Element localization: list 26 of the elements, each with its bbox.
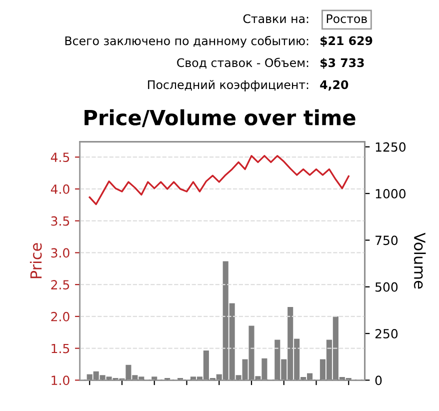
line-series xyxy=(88,154,350,206)
y-tick-label: 4.0 xyxy=(50,184,70,194)
text: Ставки на: xyxy=(243,14,308,24)
y2-tick-label: 0 xyxy=(375,376,382,386)
y2-tick-label: 750 xyxy=(376,236,398,246)
chart-title: Price/Volume over time xyxy=(84,109,356,128)
y2-tick-label: 1250 xyxy=(376,142,406,152)
y2-tick-label: 250 xyxy=(375,328,398,338)
y-axis-title: Price xyxy=(30,243,42,278)
y2-tick-label: 1000 xyxy=(376,188,406,198)
y-tick-label: 1.0 xyxy=(52,376,70,386)
text: Ростов xyxy=(326,14,367,24)
y-tick-label: 3.5 xyxy=(51,216,70,226)
text: Свод ставок - Объем: xyxy=(177,58,308,69)
text: 4,20 xyxy=(320,80,348,91)
text: Последний коэффициент: xyxy=(148,80,308,92)
y-tick-label: 2.5 xyxy=(51,280,70,290)
text: $21 629 xyxy=(320,36,372,47)
y-tick-label: 4.5 xyxy=(50,152,70,162)
text: Всего заключено по данному событию: xyxy=(65,36,308,48)
y-tick-label: 2.0 xyxy=(51,312,70,322)
text: $3 733 xyxy=(320,58,364,69)
y2-tick-label: 500 xyxy=(375,282,398,292)
y-tick-label: 3.0 xyxy=(51,248,70,258)
y2-axis-title: Volume xyxy=(414,232,426,289)
y-tick-label: 1.5 xyxy=(52,344,70,354)
